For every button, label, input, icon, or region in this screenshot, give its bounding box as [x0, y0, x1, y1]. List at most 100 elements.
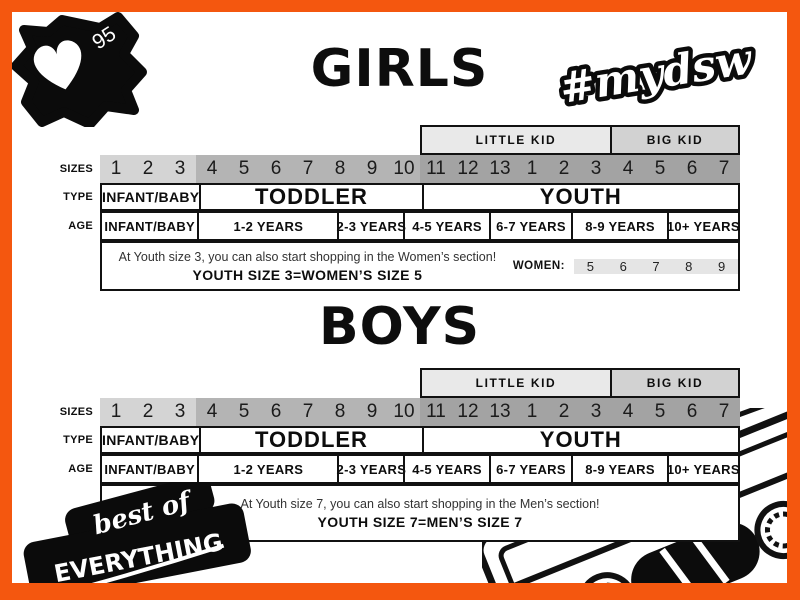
girls-note-line2: YOUTH SIZE 3=WOMEN’S SIZE 5	[192, 266, 423, 283]
size-cell: 1	[516, 398, 548, 426]
age-cell: 6-7 YEARS	[488, 213, 572, 239]
size-cell: 7	[292, 398, 324, 426]
size-cell: 6	[676, 155, 708, 183]
hashtag-text: #mydsw	[556, 34, 756, 113]
size-cell: 8	[324, 155, 356, 183]
kid-header-cells: LITTLE KID BIG KID	[100, 368, 740, 398]
girls-note-text: At Youth size 3, you can also start shop…	[102, 243, 513, 289]
age-row-label: AGE	[68, 463, 93, 475]
type-row-label: TYPE	[63, 191, 93, 203]
women-sizes-box: 5 6 7 8 9	[574, 258, 738, 274]
age-cells: INFANT/BABY 1-2 YEARS 2-3 YEARS 4-5 YEARS 6-…	[100, 454, 740, 484]
size-cell: 13	[484, 398, 516, 426]
sticker-band-bottom	[23, 503, 251, 583]
size-cell: 6	[260, 155, 292, 183]
women-size: 6	[619, 258, 627, 274]
age-cells: INFANT/BABY 1-2 YEARS 2-3 YEARS 4-5 YEARS 6-…	[100, 211, 740, 241]
size-cell: 4	[196, 398, 228, 426]
age-cell: 8-9 YEARS	[571, 456, 666, 482]
size-cell: 3	[164, 155, 196, 183]
size-cell: 6	[676, 398, 708, 426]
sticker-underline	[59, 543, 225, 583]
size-cell: 4	[612, 155, 644, 183]
age-cell: INFANT/BABY	[104, 218, 196, 234]
size-cell: 1	[100, 398, 132, 426]
cassette-partial	[662, 408, 787, 454]
size-cell: 10	[388, 155, 420, 183]
size-cell: 4	[612, 398, 644, 426]
girls-section-title: GIRLS	[310, 39, 489, 99]
row-label-spacer	[60, 241, 100, 291]
size-cell: 7	[708, 398, 740, 426]
size-cell: 2	[132, 155, 164, 183]
size-cell: 5	[228, 155, 260, 183]
boys-type-row: TYPE INFANT/BABY TODDLER YOUTH	[60, 426, 740, 454]
type-cell: TODDLER	[199, 184, 421, 209]
age-cell: 8-9 YEARS	[571, 213, 666, 239]
kid-header-cells: LITTLE KID BIG KID	[100, 125, 740, 155]
women-size: 9	[717, 258, 726, 274]
women-label: WOMEN:	[512, 260, 565, 272]
sizes-row-label: SIZES	[59, 163, 93, 175]
age-row-label: AGE	[68, 220, 93, 232]
size-cell: 5	[228, 398, 260, 426]
kid-header-little: LITTLE KID	[420, 368, 612, 398]
size-cell: 5	[644, 398, 676, 426]
boys-size-chart: LITTLE KID BIG KID SIZES 1 2 3 4 5 6 7 8 9 10 11 12 1…	[60, 368, 740, 542]
women-size: 5	[586, 258, 595, 274]
heart-icon	[33, 40, 82, 90]
girls-note-row: At Youth size 3, you can also start shop…	[60, 241, 740, 291]
age-cell: 1-2 YEARS	[197, 456, 337, 482]
size-cell: 7	[708, 155, 740, 183]
row-label-spacer	[60, 368, 100, 398]
boys-kid-header-row: LITTLE KID BIG KID	[60, 368, 740, 398]
size-cell: 8	[324, 398, 356, 426]
girls-note-box: At Youth size 3, you can also start shop…	[100, 241, 740, 291]
type-cell: TODDLER	[199, 427, 421, 452]
girls-note-line1: At Youth size 3, you can also start shop…	[118, 249, 497, 264]
kid-header-big: BIG KID	[610, 125, 740, 155]
size-cell: 11	[420, 398, 452, 426]
age-cell: 10+ YEARS	[666, 456, 739, 482]
sizes-row-label: SIZES	[59, 406, 93, 418]
age-cell: 10+ YEARS	[666, 213, 739, 239]
age-cell: 6-7 YEARS	[488, 456, 572, 482]
type-row-label: TYPE	[63, 434, 93, 446]
type-cell: INFANT/BABY	[102, 432, 200, 448]
size-cell: 12	[452, 155, 484, 183]
girls-sizes-row: SIZES 1 2 3 4 5 6 7 8 9 10 11 12 13 1 2 3 4 5 6 7	[60, 155, 740, 183]
size-cell: 1	[516, 155, 548, 183]
age-cell: INFANT/BABY	[104, 461, 196, 477]
type-cells: INFANT/BABY TODDLER YOUTH	[100, 426, 740, 454]
type-cell: YOUTH	[421, 427, 738, 452]
size-cell: 10	[388, 398, 420, 426]
girls-size-chart: LITTLE KID BIG KID SIZES 1 2 3 4 5 6 7 8 9 10 11 12 1…	[60, 125, 740, 291]
heart-badge-sticker: 95	[12, 12, 147, 127]
age-cell: 2-3 YEARS	[337, 213, 406, 239]
age-cell: 1-2 YEARS	[197, 213, 337, 239]
boys-sizes-row: SIZES 1 2 3 4 5 6 7 8 9 10 11 12 13 1 2 3 4 5 6 7	[60, 398, 740, 426]
type-cell: INFANT/BABY	[102, 189, 200, 205]
size-cell: 12	[452, 398, 484, 426]
sticker-band-top	[65, 482, 215, 546]
kid-header-big: BIG KID	[610, 368, 740, 398]
size-cell: 7	[292, 155, 324, 183]
boys-section-title: BOYS	[318, 297, 481, 357]
size-cell: 5	[644, 155, 676, 183]
girls-age-row: AGE INFANT/BABY 1-2 YEARS 2-3 YEARS 4-5 YEA…	[60, 211, 740, 241]
size-cells: 1 2 3 4 5 6 7 8 9 10 11 12 13 1 2 3 4 5 6 7	[100, 398, 740, 426]
size-cell: 9	[356, 398, 388, 426]
boys-age-row: AGE INFANT/BABY 1-2 YEARS 2-3 YEARS 4-5 YEA…	[60, 454, 740, 484]
size-cell: 3	[580, 398, 612, 426]
size-cell: 1	[100, 155, 132, 183]
size-cell: 9	[356, 155, 388, 183]
boys-note-line1: At Youth size 7, you can also start shop…	[240, 496, 600, 511]
size-cell: 13	[484, 155, 516, 183]
age-cell: 2-3 YEARS	[337, 456, 406, 482]
type-cell: YOUTH	[421, 184, 738, 209]
kid-header-little: LITTLE KID	[420, 125, 612, 155]
size-cell: 2	[548, 398, 580, 426]
age-cell: 4-5 YEARS	[403, 213, 488, 239]
women-size: 7	[652, 258, 660, 274]
